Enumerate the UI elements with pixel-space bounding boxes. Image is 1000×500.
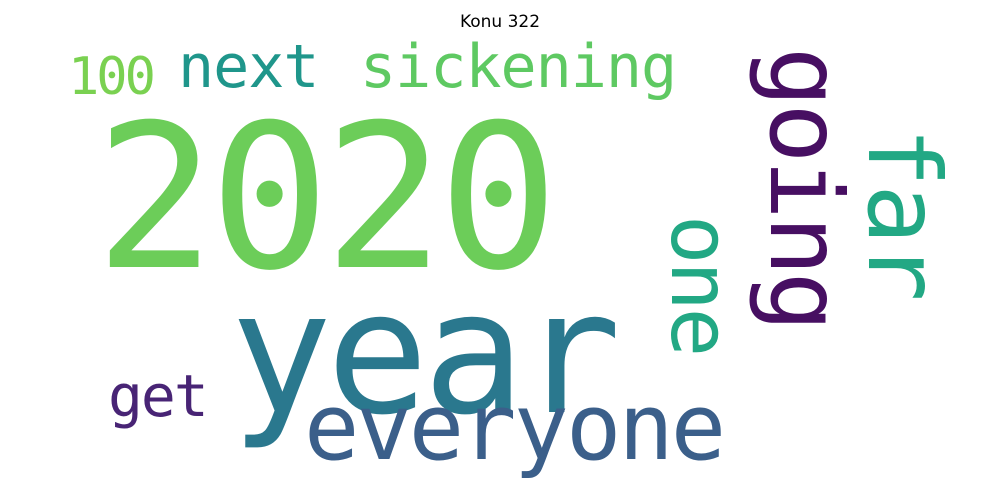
- word-one: one: [652, 215, 747, 355]
- word-100: 100: [68, 47, 156, 107]
- word-2020: 2020: [95, 82, 559, 315]
- word-sickening: sickening: [360, 32, 677, 102]
- word-going: going: [747, 47, 864, 329]
- word-next: next: [178, 32, 319, 102]
- word-get: get: [108, 362, 209, 430]
- word-far: far: [845, 127, 962, 299]
- word-everyone: everyone: [304, 374, 726, 481]
- word-year: year: [230, 255, 621, 453]
- word-cloud: 2020 year everyone next sickening 100 ge…: [40, 32, 962, 481]
- figure-title: Konu 322: [459, 12, 541, 32]
